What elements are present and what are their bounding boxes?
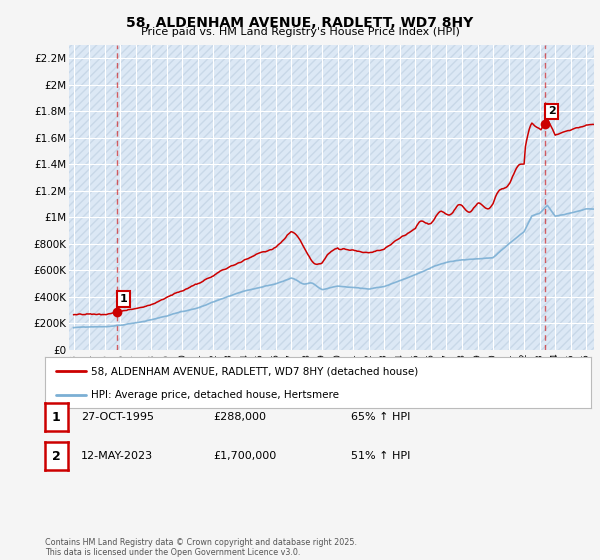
Text: 12-MAY-2023: 12-MAY-2023 xyxy=(81,451,153,461)
Text: 58, ALDENHAM AVENUE, RADLETT, WD7 8HY: 58, ALDENHAM AVENUE, RADLETT, WD7 8HY xyxy=(127,16,473,30)
Text: Price paid vs. HM Land Registry's House Price Index (HPI): Price paid vs. HM Land Registry's House … xyxy=(140,27,460,37)
Text: HPI: Average price, detached house, Hertsmere: HPI: Average price, detached house, Hert… xyxy=(91,390,340,400)
Text: 2: 2 xyxy=(52,450,61,463)
Text: 58, ALDENHAM AVENUE, RADLETT, WD7 8HY (detached house): 58, ALDENHAM AVENUE, RADLETT, WD7 8HY (d… xyxy=(91,366,419,376)
Text: 51% ↑ HPI: 51% ↑ HPI xyxy=(351,451,410,461)
Text: £1,700,000: £1,700,000 xyxy=(213,451,276,461)
Text: 1: 1 xyxy=(52,410,61,424)
Text: £288,000: £288,000 xyxy=(213,412,266,422)
Text: 2: 2 xyxy=(548,106,556,116)
Text: 27-OCT-1995: 27-OCT-1995 xyxy=(81,412,154,422)
Text: 1: 1 xyxy=(120,294,128,304)
Text: Contains HM Land Registry data © Crown copyright and database right 2025.
This d: Contains HM Land Registry data © Crown c… xyxy=(45,538,357,557)
Text: 65% ↑ HPI: 65% ↑ HPI xyxy=(351,412,410,422)
